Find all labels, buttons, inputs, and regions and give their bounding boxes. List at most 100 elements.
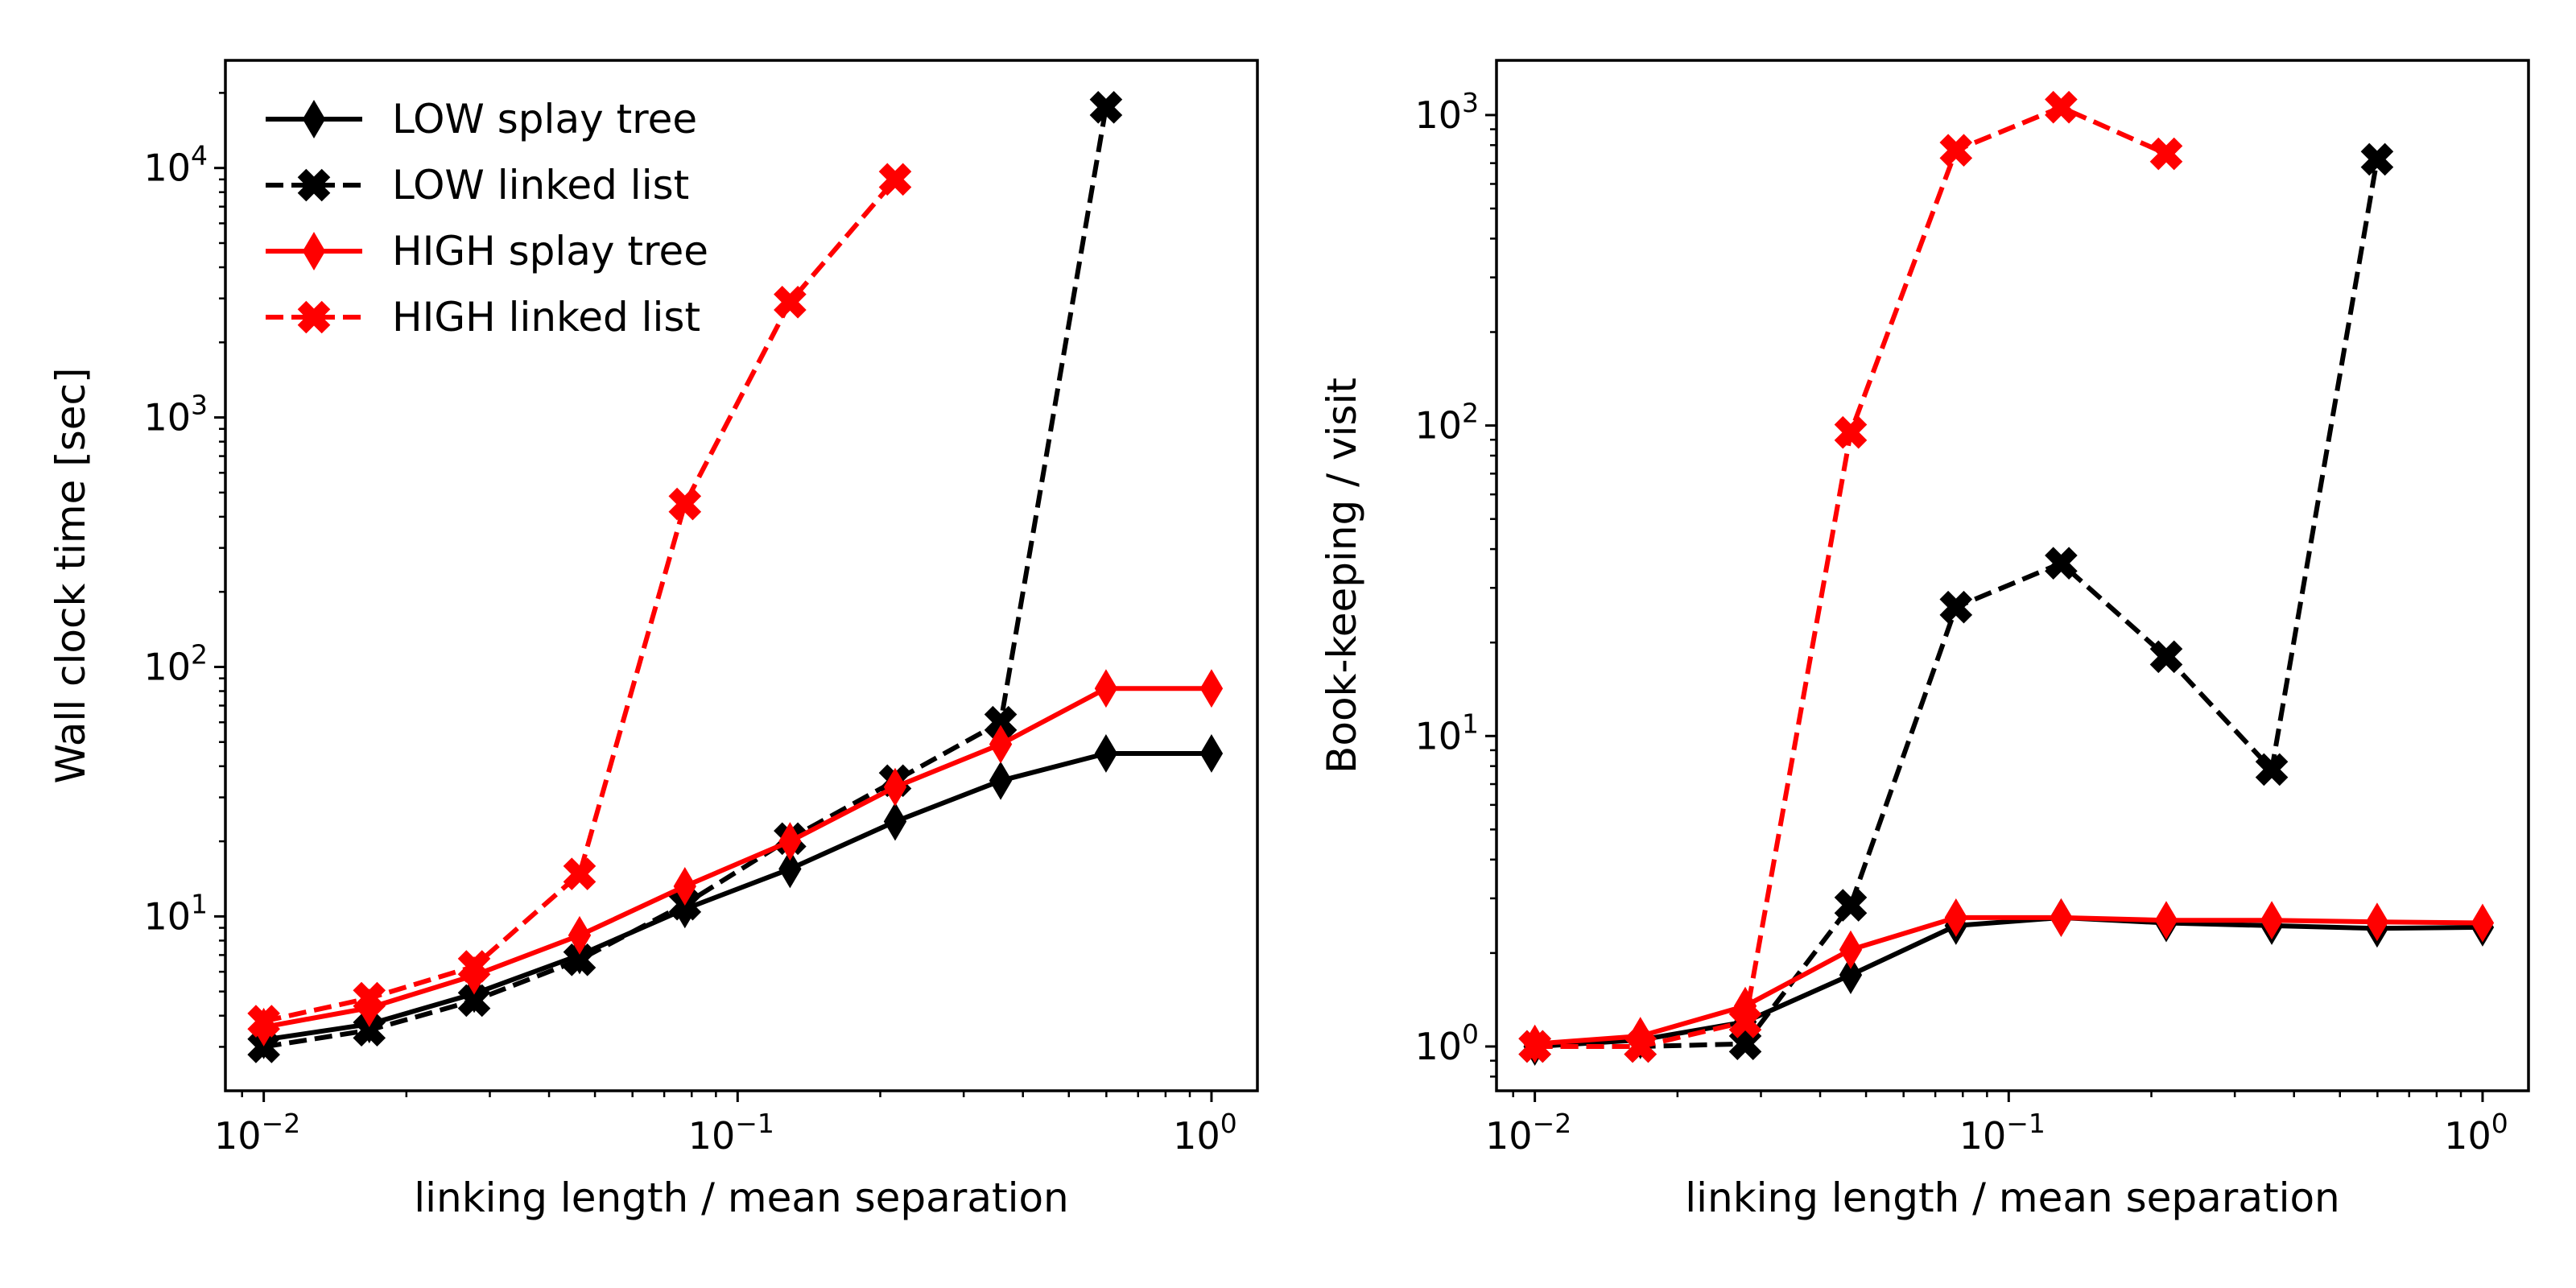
x-tick-label: 10−2 xyxy=(1485,1108,1571,1158)
data-point xyxy=(1839,956,1863,995)
x-tick-label-base: 10 xyxy=(2444,1114,2491,1158)
data-point xyxy=(563,943,597,976)
x-tick-label: 100 xyxy=(1173,1108,1237,1158)
data-point xyxy=(247,1005,280,1038)
legend-marker xyxy=(297,300,331,334)
data-point xyxy=(2471,903,2495,943)
data-point xyxy=(457,950,491,983)
data-point xyxy=(1939,590,1973,624)
data-point xyxy=(1518,1030,1551,1063)
data-point xyxy=(1944,898,1967,937)
x-tick-label: 10−1 xyxy=(688,1108,774,1158)
data-point xyxy=(1939,134,1973,167)
data-point xyxy=(673,867,696,906)
data-point xyxy=(1728,1005,1762,1038)
legend-marker xyxy=(302,100,326,138)
x-tick-label: 10−1 xyxy=(1959,1108,2046,1158)
y-tick-label-base: 10 xyxy=(1414,93,1462,137)
y-tick-label: 102 xyxy=(143,638,208,688)
data-point xyxy=(2045,547,2078,580)
x-tick-label-base: 10 xyxy=(1173,1114,1220,1158)
y-tick-label-exp: 0 xyxy=(1462,1018,1479,1050)
y-tick-label-base: 10 xyxy=(143,396,191,440)
legend-marker xyxy=(302,232,326,270)
data-point xyxy=(2360,142,2394,176)
y-tick-label: 104 xyxy=(143,140,208,190)
data-point xyxy=(2260,901,2284,940)
y-tick-label-exp: 1 xyxy=(1462,708,1479,739)
data-point xyxy=(774,285,807,319)
legend-label-low-splay-tree: LOW splay tree xyxy=(392,96,697,142)
data-point xyxy=(353,1013,386,1046)
data-point xyxy=(247,1030,280,1063)
plot-frame xyxy=(224,59,1259,1092)
data-point xyxy=(1094,669,1118,708)
legend-label-low-linked-list: LOW linked list xyxy=(392,162,689,208)
x-axis-label: linking length / mean separation xyxy=(414,1174,1069,1221)
x-tick-label-base: 10 xyxy=(214,1114,262,1158)
data-point xyxy=(778,849,802,889)
data-point xyxy=(2149,137,2183,171)
data-point xyxy=(353,981,386,1015)
data-point xyxy=(2154,901,2178,940)
legend: LOW splay tree LOW linked list HIGH splay … xyxy=(266,96,708,341)
data-point xyxy=(1834,889,1868,922)
x-tick-label-exp: −2 xyxy=(262,1108,301,1139)
data-point xyxy=(883,767,907,807)
data-point xyxy=(1839,930,1863,969)
data-point xyxy=(568,915,592,955)
series-line-low-splay-tree xyxy=(1534,914,2483,1049)
y-tick-label-base: 10 xyxy=(1414,404,1462,448)
series-line-low-splay-tree xyxy=(263,751,1212,1042)
data-point xyxy=(2045,90,2078,124)
data-point xyxy=(668,487,702,521)
y-tick-label: 101 xyxy=(143,888,208,938)
series-line-high-splay-tree xyxy=(1534,914,2483,1046)
data-point xyxy=(984,705,1018,739)
x-tick-label-exp: 0 xyxy=(1220,1108,1237,1139)
plot-frame xyxy=(1495,59,2530,1092)
data-point xyxy=(778,822,802,861)
x-tick-label-exp: −2 xyxy=(1533,1108,1572,1139)
y-tick-label-base: 10 xyxy=(143,645,191,688)
x-tick-label: 100 xyxy=(2444,1108,2508,1158)
y-tick-label-exp: 2 xyxy=(191,638,208,670)
data-point xyxy=(1199,733,1224,773)
data-point xyxy=(989,724,1013,764)
y-tick-label: 100 xyxy=(1414,1018,1479,1068)
y-tick-label-base: 10 xyxy=(1414,1025,1462,1068)
x-tick-label-exp: −1 xyxy=(2006,1108,2046,1139)
data-point xyxy=(1094,733,1118,773)
y-tick-label: 101 xyxy=(1414,708,1479,758)
x-tick-label-base: 10 xyxy=(688,1114,736,1158)
series-high-linked-list xyxy=(247,163,912,1038)
x-tick-label-exp: −1 xyxy=(735,1108,774,1139)
data-point xyxy=(563,857,597,890)
data-point xyxy=(1834,415,1868,449)
data-point xyxy=(989,761,1013,800)
y-tick-label-base: 10 xyxy=(143,147,191,190)
data-point xyxy=(2255,753,2289,786)
x-tick-label-exp: 0 xyxy=(2491,1108,2508,1139)
x-axis-label: linking length / mean separation xyxy=(1685,1174,2340,1221)
y-axis-label: Book-keeping / visit xyxy=(1319,378,1365,774)
y-tick-label-exp: 3 xyxy=(1462,87,1479,118)
series-line-high-splay-tree xyxy=(263,686,1212,1030)
y-tick-label-base: 10 xyxy=(143,894,191,938)
y-axis-label: Wall clock time [sec] xyxy=(47,367,94,783)
x-tick-label-base: 10 xyxy=(1959,1114,2007,1158)
y-tick-label: 103 xyxy=(143,390,208,440)
data-point xyxy=(883,802,907,841)
y-tick-label-base: 10 xyxy=(1414,714,1462,758)
data-point xyxy=(1624,1030,1657,1063)
y-tick-label: 103 xyxy=(1414,87,1479,137)
series-high-linked-list xyxy=(1518,90,2183,1063)
y-tick-label-exp: 4 xyxy=(191,140,208,171)
data-point xyxy=(1089,91,1123,124)
data-point xyxy=(878,163,912,196)
data-point xyxy=(2050,898,2073,937)
legend-label-high-splay-tree: HIGH splay tree xyxy=(392,228,708,275)
